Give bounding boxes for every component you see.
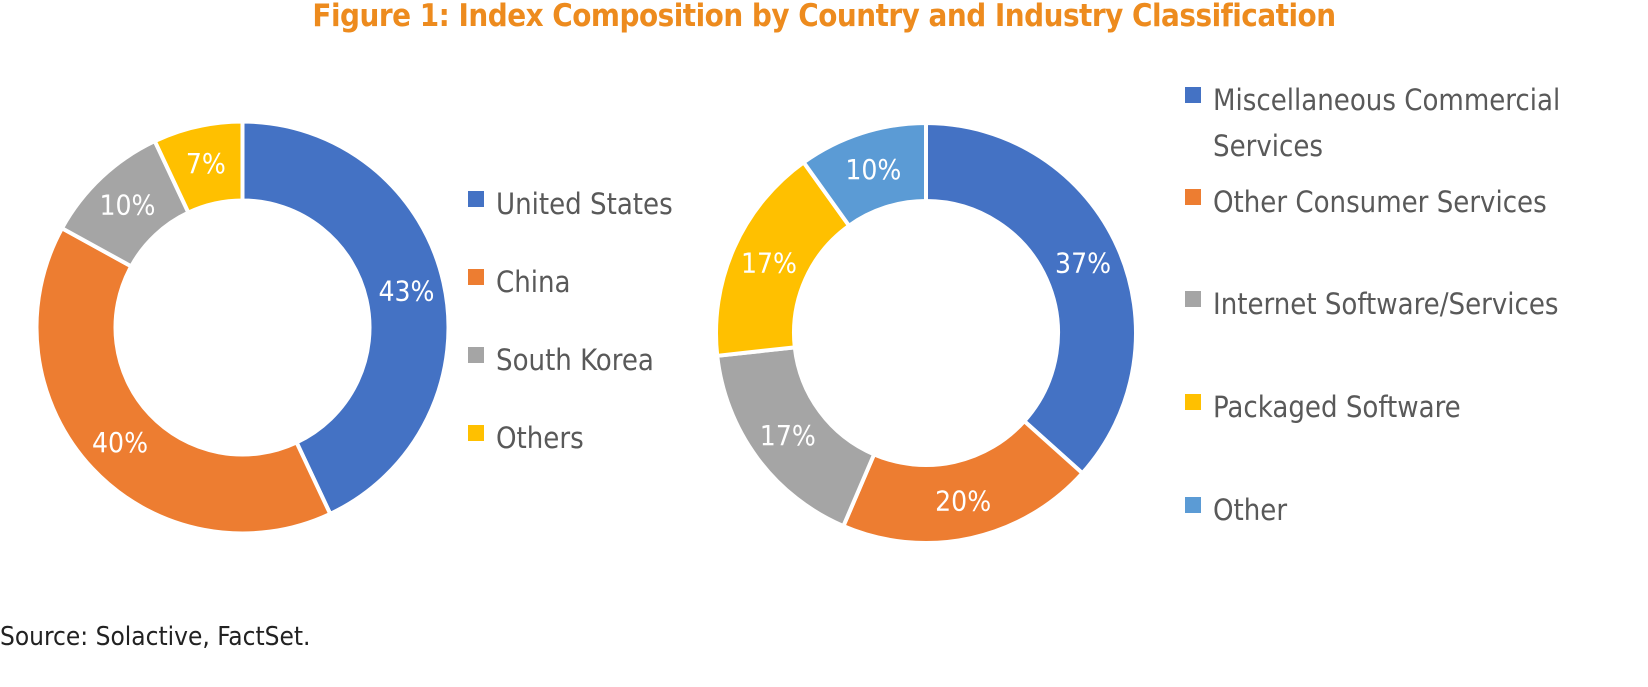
slice-value-label: 17% [741, 246, 797, 279]
legend-swatch [1185, 291, 1201, 307]
slice-value-label: 43% [378, 274, 434, 307]
legend-item: Other Consumer Services [1185, 179, 1547, 225]
legend-swatch [468, 425, 484, 441]
legend-item: Packaged Software [1185, 384, 1461, 430]
slice-value-label: 37% [1055, 246, 1111, 279]
legend-swatch [1185, 189, 1201, 205]
legend-item: Miscellaneous Commercial Services [1185, 77, 1560, 169]
country-donut-chart: 43% 40% 10% 7% [34, 119, 451, 536]
legend-label: Internet Software/Services [1213, 287, 1559, 321]
legend-swatch [1185, 87, 1201, 103]
legend-item: Others [468, 415, 584, 461]
slice-value-label: 40% [92, 426, 148, 459]
legend-label: Others [496, 421, 584, 455]
legend-label: Miscellaneous Commercial Services [1213, 83, 1561, 163]
slice-other-consumer-services [840, 418, 1086, 545]
chart-title: Figure 1: Index Composition by Country a… [312, 0, 1336, 34]
legend-label: Other [1213, 493, 1288, 527]
slice-others [152, 119, 245, 216]
legend-item: China [468, 259, 571, 305]
legend-swatch [468, 269, 484, 285]
slice-value-label: 17% [760, 419, 816, 452]
slice-other [800, 120, 928, 229]
legend-swatch [468, 191, 484, 207]
slice-value-label: 10% [99, 189, 155, 222]
industry-legend: Miscellaneous Commercial Services Other Co… [1185, 77, 1645, 557]
slice-value-label: 7% [186, 147, 226, 180]
industry-donut-chart: 37% 20% 17% 17% 10% [714, 120, 1138, 545]
legend-item: Internet Software/Services [1185, 281, 1559, 327]
legend-item: United States [468, 181, 673, 227]
legend-label: China [496, 265, 571, 299]
legend-swatch [1185, 497, 1201, 513]
slice-china [34, 225, 333, 536]
legend-swatch [468, 347, 484, 363]
slice-miscellaneous-commercial-services [924, 120, 1138, 477]
country-legend: United States China South Korea Others [468, 181, 708, 481]
slice-united-states [240, 119, 451, 517]
slice-value-label: 10% [845, 153, 901, 186]
slice-value-label: 20% [935, 484, 991, 517]
source-note: Source: Solactive, FactSet. [0, 622, 311, 652]
legend-item: South Korea [468, 337, 654, 383]
legend-label: South Korea [496, 343, 654, 377]
legend-label: Packaged Software [1213, 390, 1461, 424]
legend-swatch [1185, 394, 1201, 410]
legend-label: Other Consumer Services [1213, 185, 1547, 219]
legend-item: Other [1185, 487, 1287, 533]
legend-label: United States [496, 187, 673, 221]
